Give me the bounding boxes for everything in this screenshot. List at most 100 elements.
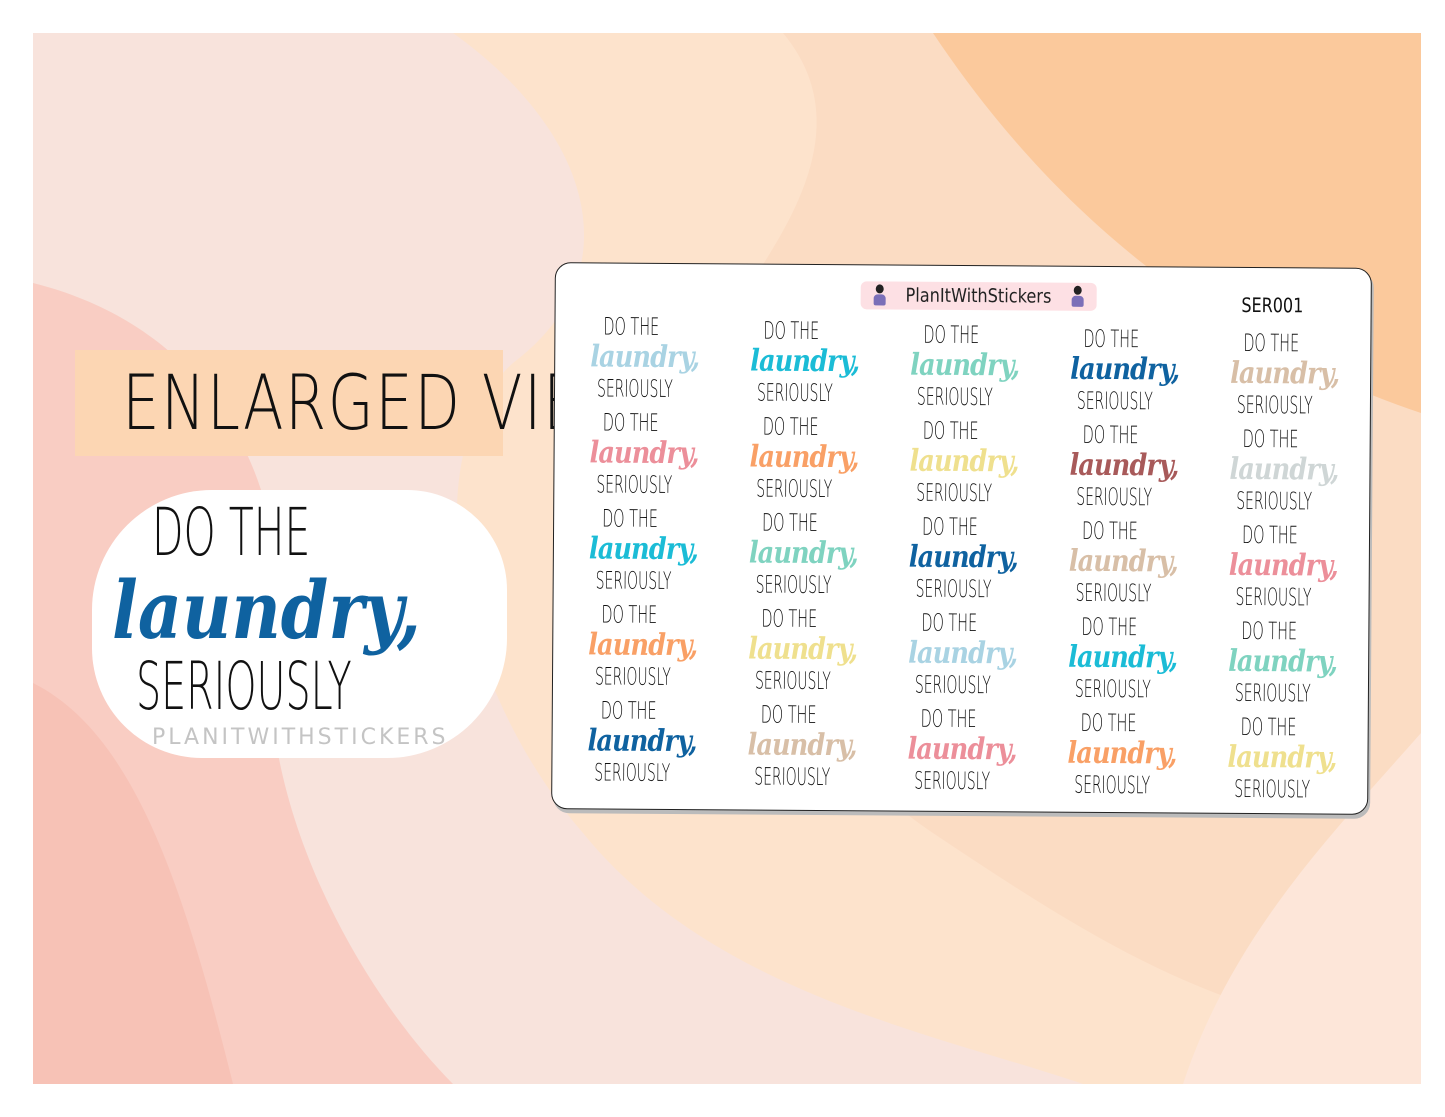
small-sticker: DO THE laundry, SERIOUSLY: [1223, 520, 1371, 619]
sticker-line-3: SERIOUSLY: [596, 470, 673, 499]
small-sticker: DO THE laundry, SERIOUSLY: [1065, 324, 1226, 423]
sticker-line-2: laundry,: [1228, 643, 1338, 680]
sticker-line-1: DO THE: [600, 696, 657, 725]
sticker-line-2: laundry,: [908, 635, 1018, 672]
sticker-line-1: DO THE: [603, 312, 660, 341]
sticker-line-3: SERIOUSLY: [1076, 386, 1153, 416]
sticker-backing: [92, 490, 507, 758]
enlarged-view-text: ENLARGED VIEW: [122, 358, 643, 447]
sticker-line-1: DO THE: [1241, 520, 1298, 550]
small-sticker: DO THE laundry, SERIOUSLY: [1224, 424, 1372, 523]
sticker-line-1: DO THE: [1082, 420, 1139, 450]
sticker-line-2: laundry,: [1229, 451, 1339, 488]
sticker-line-2: laundry,: [1227, 739, 1337, 776]
sticker-line-3: SERIOUSLY: [1236, 486, 1313, 516]
small-sticker: DO THE laundry, SERIOUSLY: [743, 605, 904, 702]
small-sticker: DO THE laundry, SERIOUSLY: [584, 408, 745, 506]
sticker-line-2: laundry,: [1230, 355, 1340, 392]
sticker-line-2: laundry,: [590, 339, 700, 376]
sticker-line-1: DO THE: [762, 412, 819, 441]
sticker-line-3: SERIOUSLY: [1236, 390, 1313, 420]
small-sticker: DO THE laundry, SERIOUSLY: [1223, 616, 1372, 715]
small-sticker: DO THE laundry, SERIOUSLY: [742, 701, 903, 798]
sticker-line-3: SERIOUSLY: [914, 670, 991, 700]
sticker-line-1: DO THE: [921, 512, 978, 542]
sticker-line-1: DO THE: [1242, 424, 1299, 454]
sticker-line-3: SERIOUSLY: [756, 474, 833, 504]
small-sticker: DO THE laundry, SERIOUSLY: [582, 696, 743, 794]
sticker-line-3: SERIOUSLY: [136, 648, 352, 725]
sticker-line-2: laundry,: [1070, 351, 1180, 388]
small-sticker: DO THE laundry, SERIOUSLY: [905, 320, 1066, 419]
small-sticker: DO THE laundry, SERIOUSLY: [583, 600, 744, 698]
sticker-line-3: SERIOUSLY: [756, 378, 833, 408]
sticker-line-2: laundry,: [1067, 735, 1177, 772]
small-sticker: DO THE laundry, SERIOUSLY: [903, 608, 1064, 707]
sticker-line-1: DO THE: [602, 408, 659, 437]
sticker-line-2: laundry,: [748, 535, 859, 572]
sticker-line-3: SERIOUSLY: [916, 382, 993, 412]
sticker-line-2: laundry,: [587, 723, 697, 760]
sticker-line-3: SERIOUSLY: [1074, 674, 1151, 704]
sticker-line-3: SERIOUSLY: [754, 666, 831, 696]
sticker-line-1: DO THE: [1240, 712, 1297, 742]
sticker-line-2: laundry,: [747, 727, 857, 764]
sticker-line-1: DO THE: [601, 600, 658, 629]
small-sticker: DO THE laundry, SERIOUSLY: [904, 416, 1065, 515]
sticker-grid: DO THE laundry, SERIOUSLY DO THE laundry,…: [582, 312, 1372, 803]
sticker-line-1: DO THE: [763, 316, 820, 346]
sticker-line-2: laundry,: [1069, 447, 1179, 484]
sticker-line-3: SERIOUSLY: [915, 574, 992, 604]
sticker-sheet: PlanItWithStickers SER001 DO THE laundry…: [551, 262, 1372, 815]
small-sticker: DO THE laundry, SERIOUSLY: [1064, 420, 1225, 519]
sticker-line-1: DO THE: [920, 704, 977, 734]
small-sticker: DO THE laundry, SERIOUSLY: [744, 413, 905, 510]
sticker-line-2: laundry,: [750, 343, 860, 380]
sticker-line-1: DO THE: [1241, 616, 1298, 646]
small-sticker: DO THE laundry, SERIOUSLY: [1063, 613, 1224, 711]
sticker-line-3: SERIOUSLY: [1234, 774, 1311, 804]
small-sticker: DO THE laundry, SERIOUSLY: [585, 312, 746, 410]
small-sticker: DO THE laundry, SERIOUSLY: [744, 509, 905, 606]
small-sticker: DO THE laundry, SERIOUSLY: [1063, 517, 1224, 615]
sticker-line-3: SERIOUSLY: [1234, 678, 1311, 708]
sticker-line-2: laundry,: [588, 531, 699, 568]
sticker-line-3: SERIOUSLY: [1076, 482, 1153, 512]
small-sticker: DO THE laundry, SERIOUSLY: [1062, 708, 1223, 807]
sticker-line-1: DO THE: [602, 504, 658, 533]
sticker-line-1: DO THE: [1243, 328, 1300, 358]
small-sticker: DO THE laundry, SERIOUSLY: [745, 317, 906, 414]
planner-girl-icon: [873, 284, 887, 306]
sticker-line-2: laundry,: [1068, 639, 1178, 676]
sticker-line-3: SERIOUSLY: [594, 758, 671, 787]
sticker-line-1: DO THE: [762, 508, 818, 537]
sticker-line-3: SERIOUSLY: [754, 762, 831, 792]
sticker-line-1: DO THE: [923, 320, 980, 350]
brand-name: PlanItWithStickers: [905, 284, 1052, 308]
sticker-line-3: SERIOUSLY: [1074, 770, 1151, 800]
sticker-line-1: DO THE: [922, 416, 979, 446]
brand-banner: PlanItWithStickers: [860, 281, 1097, 311]
sticker-line-2: laundry,: [749, 439, 859, 476]
sticker-line-2: laundry,: [1068, 543, 1178, 580]
sticker-line-2: laundry,: [748, 631, 858, 668]
sticker-line-1: DO THE: [760, 700, 817, 729]
sticker-line-2: laundry,: [908, 539, 1019, 576]
sticker-line-2: laundry,: [1228, 547, 1338, 584]
sticker-line-1: DO THE: [152, 494, 311, 571]
sticker-line-3: SERIOUSLY: [914, 766, 991, 796]
sticker-line-3: SERIOUSLY: [595, 566, 672, 595]
enlarged-sticker: DO THE laundry, SERIOUSLY PLANITWITHSTIC…: [92, 490, 512, 760]
small-sticker: DO THE laundry, SERIOUSLY: [584, 504, 745, 602]
sticker-line-3: SERIOUSLY: [596, 374, 673, 403]
sticker-line-1: DO THE: [921, 608, 978, 638]
sticker-line-1: DO THE: [1083, 324, 1140, 354]
sticker-line-2: laundry,: [112, 563, 421, 657]
small-sticker: DO THE laundry, SERIOUSLY: [904, 512, 1065, 611]
sticker-line-1: DO THE: [1080, 708, 1137, 738]
sticker-line-3: SERIOUSLY: [916, 478, 993, 508]
small-sticker: DO THE laundry, SERIOUSLY: [1222, 712, 1372, 811]
small-sticker: DO THE laundry, SERIOUSLY: [902, 704, 1063, 803]
sticker-line-1: DO THE: [761, 604, 818, 633]
sticker-line-3: SERIOUSLY: [1235, 582, 1312, 612]
